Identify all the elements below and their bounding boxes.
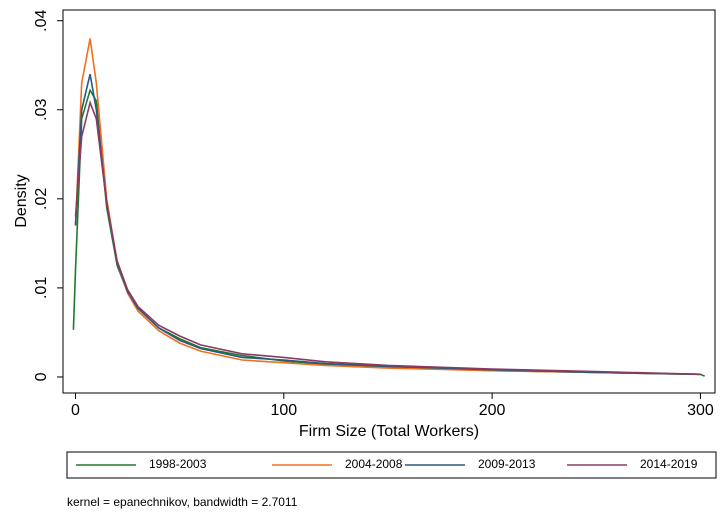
legend-label: 1998-2003 (149, 457, 207, 471)
x-tick-label: 100 (270, 402, 297, 419)
x-axis-title: Firm Size (Total Workers) (299, 423, 479, 440)
x-tick-label: 200 (479, 402, 506, 419)
density-line (74, 73, 701, 376)
legend-label: 2014-2019 (640, 457, 698, 471)
plot-frame (62, 9, 716, 394)
y-axis-title: Density (13, 174, 30, 227)
y-tick-label: .04 (33, 9, 50, 31)
legend-label: 2004-2008 (345, 457, 403, 471)
note: kernel = epanechnikov, bandwidth = 2.701… (67, 495, 298, 509)
legend-box (66, 451, 717, 479)
y-tick-label: 0 (33, 372, 50, 381)
density-line (74, 99, 701, 376)
x-tick-label: 0 (71, 402, 80, 419)
x-tick-label: 300 (687, 402, 714, 419)
density-line (74, 38, 701, 376)
y-tick-label: .02 (33, 188, 50, 210)
legend-label: 2009-2013 (478, 457, 536, 471)
y-tick-label: .01 (33, 277, 50, 299)
y-tick-label: .03 (33, 99, 50, 121)
